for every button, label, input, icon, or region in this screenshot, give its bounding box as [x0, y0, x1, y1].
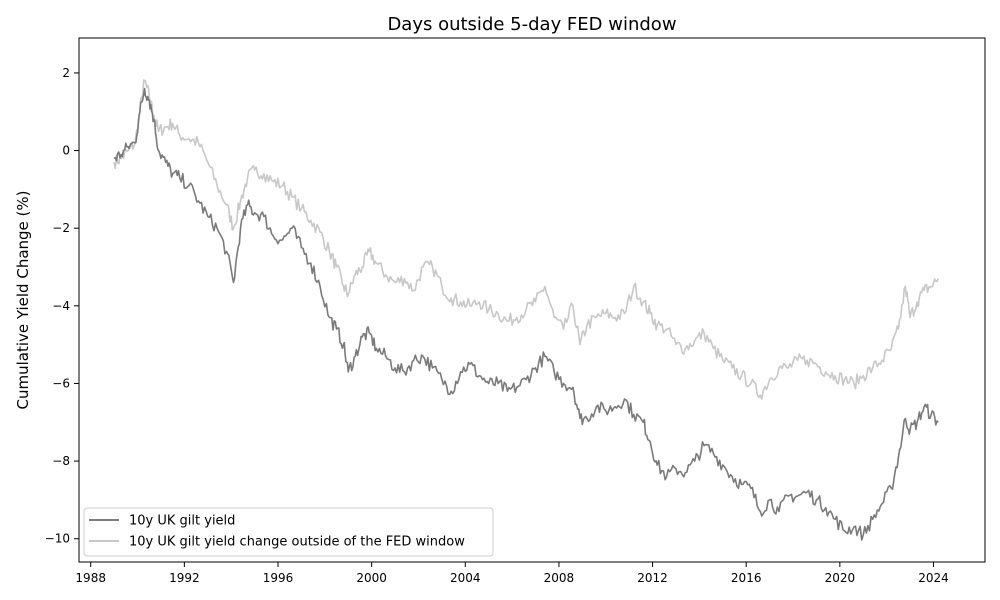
series-line-1: [113, 87, 939, 541]
x-tick-label: 2020: [825, 571, 856, 585]
y-tick-label: 2: [62, 66, 70, 80]
y-tick-label: −2: [52, 221, 70, 235]
legend-box: [83, 507, 494, 557]
x-tick-label: 1992: [169, 571, 200, 585]
legend: 10y UK gilt yield 10y UK gilt yield chang…: [83, 507, 494, 557]
y-tick-label: −8: [52, 454, 70, 468]
y-tick-label: −4: [52, 299, 70, 313]
legend-label: 10y UK gilt yield change outside of the …: [129, 535, 465, 550]
y-axis-label: Cumulative Yield Change (%): [14, 190, 32, 409]
y-axis: 2 0 −2 −4 −6 −8 −10: [45, 66, 79, 546]
x-axis: 1988 1992 1996 2000 2004 2008 2012 2016 2020 2024: [75, 562, 949, 585]
series-layer: [113, 79, 939, 541]
y-tick-label: −6: [52, 376, 70, 390]
x-tick-label: 2016: [731, 571, 762, 585]
y-tick-label: 0: [62, 144, 70, 158]
chart-title: Days outside 5-day FED window: [387, 14, 676, 35]
x-tick-label: 2000: [356, 571, 387, 585]
x-tick-label: 2012: [637, 571, 668, 585]
plot-frame: [78, 37, 986, 563]
x-tick-label: 2008: [544, 571, 575, 585]
legend-label: 10y UK gilt yield: [129, 514, 235, 529]
series-line-2: [113, 79, 939, 400]
x-tick-label: 1988: [75, 571, 106, 585]
x-tick-label: 2024: [918, 571, 949, 585]
x-tick-label: 2004: [450, 571, 481, 585]
x-tick-label: 1996: [263, 571, 294, 585]
y-tick-label: −10: [45, 532, 70, 546]
